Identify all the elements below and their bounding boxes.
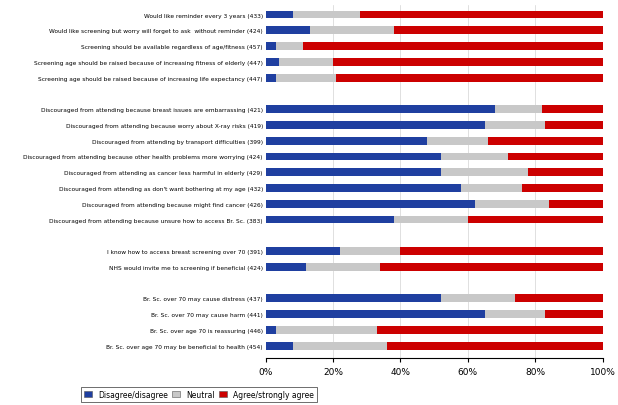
Bar (266, 59, 279, 67)
Bar (400, 247, 603, 256)
Bar (428, 137, 488, 145)
Bar (266, 27, 310, 35)
Bar (266, 185, 461, 192)
Bar (266, 295, 441, 303)
Bar (394, 216, 468, 224)
Bar (266, 153, 441, 161)
Bar (266, 200, 475, 208)
Bar (293, 12, 360, 19)
Bar (522, 185, 603, 192)
Bar (266, 247, 340, 256)
Bar (266, 311, 485, 318)
Bar (441, 169, 528, 177)
Bar (380, 263, 603, 271)
Bar (377, 326, 603, 334)
Bar (266, 342, 293, 350)
Bar (461, 185, 522, 192)
Legend: Disagree/disagree, Neutral, Agree/strongly agree: Disagree/disagree, Neutral, Agree/strong… (81, 387, 317, 402)
Bar (266, 326, 276, 334)
Bar (508, 153, 603, 161)
Bar (360, 12, 603, 19)
Bar (276, 75, 336, 82)
Bar (266, 43, 276, 51)
Bar (495, 106, 542, 114)
Bar (340, 247, 400, 256)
Bar (266, 106, 495, 114)
Bar (266, 122, 485, 130)
Bar (468, 216, 603, 224)
Bar (387, 342, 603, 350)
Bar (485, 122, 545, 130)
Bar (310, 27, 394, 35)
Bar (441, 153, 508, 161)
Bar (542, 106, 603, 114)
Bar (266, 137, 428, 145)
Bar (266, 263, 306, 271)
Bar (306, 263, 380, 271)
Bar (394, 27, 603, 35)
Bar (485, 311, 545, 318)
Bar (276, 326, 377, 334)
Bar (266, 169, 441, 177)
Bar (279, 59, 333, 67)
Bar (549, 200, 603, 208)
Bar (276, 43, 303, 51)
Bar (528, 169, 603, 177)
Bar (303, 43, 603, 51)
Bar (293, 342, 387, 350)
Bar (441, 295, 515, 303)
Bar (336, 75, 603, 82)
Bar (515, 295, 603, 303)
Bar (266, 216, 394, 224)
Bar (475, 200, 549, 208)
Bar (488, 137, 603, 145)
Bar (333, 59, 603, 67)
Bar (545, 122, 603, 130)
Bar (545, 311, 603, 318)
Bar (266, 75, 276, 82)
Bar (266, 12, 293, 19)
